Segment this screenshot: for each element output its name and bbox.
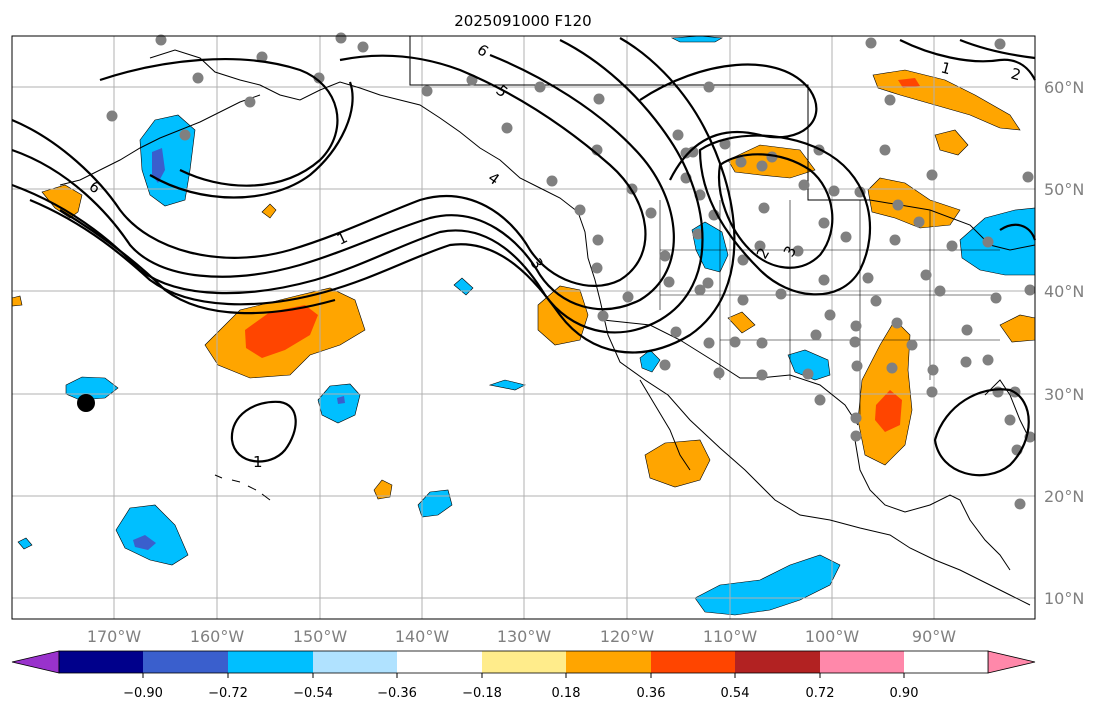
anomaly-canada-red xyxy=(898,78,920,88)
station-dots xyxy=(106,32,1036,510)
contour-label-group: 1 1 2 3 3 4 5 6 6 1 2 xyxy=(85,41,1022,471)
colorbar-tick-label: 0.18 xyxy=(552,686,581,701)
colorbar-tick-label: 0.54 xyxy=(721,686,750,701)
anomaly-pacific-darkblue-3 xyxy=(133,535,156,550)
colorbar-segment xyxy=(59,651,143,673)
lat-label: 10°N xyxy=(1044,589,1084,608)
lon-label: 100°W xyxy=(805,627,860,646)
lon-label: 120°W xyxy=(600,627,655,646)
colorbar-tick-label: 0.90 xyxy=(890,686,919,701)
colorbar-tick-label: −0.54 xyxy=(293,686,333,701)
lat-label: 20°N xyxy=(1044,487,1084,506)
chart-title: 2025091000 F120 xyxy=(454,12,591,30)
map-panel: 1 1 2 3 3 4 5 6 6 1 2 xyxy=(11,32,1037,620)
hawaii-islands xyxy=(214,474,271,501)
colorbar-tick-label: 0.72 xyxy=(806,686,835,701)
colorbar-outline xyxy=(58,650,989,674)
lon-label: 170°W xyxy=(87,627,142,646)
anomaly-gulf-red xyxy=(875,390,902,432)
colorbar-segment xyxy=(566,651,651,673)
anomaly-small-orange-2 xyxy=(373,479,393,500)
colorbar-segment xyxy=(228,651,313,673)
map-frame xyxy=(11,35,1036,620)
anomaly-south-blue xyxy=(787,349,831,381)
anomaly-midwest-orange xyxy=(867,177,961,229)
location-marker xyxy=(77,394,95,412)
colorbar-segment xyxy=(735,651,820,673)
colorbar-segment xyxy=(651,651,735,673)
anomaly-small-orange-3 xyxy=(727,311,756,334)
gulf-coast xyxy=(854,439,1011,571)
contour-label: 2 xyxy=(1009,64,1023,84)
colorbar-extend-right xyxy=(987,650,1036,674)
lon-labels: 170°W 160°W 150°W 140°W 130°W 120°W 110°… xyxy=(87,627,956,646)
lat-labels: 60°N 50°N 40°N 30°N 20°N 10°N xyxy=(1044,78,1084,608)
anomaly-pacific-darkblue-2 xyxy=(337,396,345,404)
colorbar-segment xyxy=(482,651,566,673)
contour-label: 1 xyxy=(253,453,263,471)
anomaly-central-pacific-red xyxy=(245,305,318,358)
us-mexico-border xyxy=(602,319,859,426)
anomaly-mexico-orange xyxy=(644,439,711,488)
lon-label: 160°W xyxy=(190,627,245,646)
colorbar-tick-label: −0.90 xyxy=(123,686,163,701)
lat-label: 40°N xyxy=(1044,282,1084,301)
lon-label: 140°W xyxy=(395,627,450,646)
lat-label: 50°N xyxy=(1044,180,1084,199)
anomaly-hudson-orange xyxy=(934,129,969,156)
lon-label: 150°W xyxy=(293,627,348,646)
lat-label: 60°N xyxy=(1044,78,1084,97)
lon-label: 90°W xyxy=(912,627,956,646)
lon-label: 110°W xyxy=(703,627,758,646)
anomaly-small-orange-1 xyxy=(261,203,277,219)
contour-label: 1 xyxy=(939,58,953,78)
anomaly-small-blue-4 xyxy=(17,537,33,550)
colorbar-tick-label: 0.36 xyxy=(637,686,666,701)
colorbar-segment xyxy=(143,651,228,673)
anomaly-alaska-darkblue xyxy=(152,148,165,183)
anomaly-small-orange-4 xyxy=(11,295,23,307)
colorbar-extend-left xyxy=(11,650,60,674)
anomaly-pacific-blue-3 xyxy=(115,504,189,566)
colorbar-ticks xyxy=(142,673,905,678)
alaska-coast xyxy=(149,49,1031,606)
colorbar-segment xyxy=(904,651,988,673)
anomaly-aleutian-orange xyxy=(41,184,83,219)
colorbar-segment xyxy=(820,651,904,673)
anomaly-gulf-orange xyxy=(857,319,913,466)
colorbar: −0.90 −0.72 −0.54 −0.36 −0.18 0.18 0.36 … xyxy=(11,650,1036,701)
colorbar-segment xyxy=(397,651,482,673)
colorbar-tick-label: −0.18 xyxy=(462,686,502,701)
baja-coast xyxy=(639,379,691,471)
florida-coast xyxy=(984,379,1031,441)
aleutian-chain xyxy=(59,94,261,186)
lat-label: 30°N xyxy=(1044,385,1084,404)
colorbar-tick-label: −0.72 xyxy=(208,686,248,701)
lon-label: 130°W xyxy=(497,627,552,646)
anomaly-small-blue-2 xyxy=(488,379,526,391)
colorbar-tick-label: −0.36 xyxy=(377,686,417,701)
anomaly-shading xyxy=(11,35,1036,616)
colorbar-segment xyxy=(313,651,397,673)
contour-lines xyxy=(11,37,1037,477)
